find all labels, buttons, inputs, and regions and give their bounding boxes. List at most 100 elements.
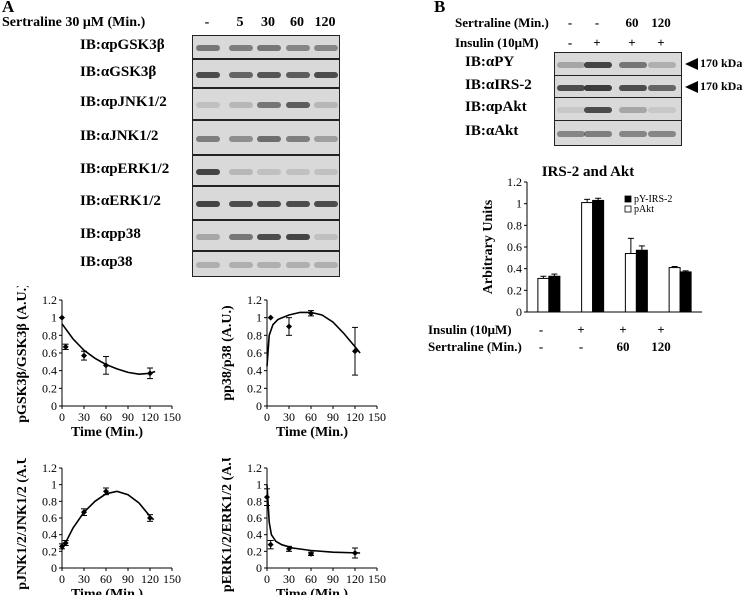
y-tick-label: 0.8 — [42, 328, 57, 342]
x-tick-label: 90 — [327, 410, 339, 424]
band — [648, 131, 676, 137]
footer-sertraline-lane-1: - — [578, 339, 584, 354]
band — [196, 262, 220, 268]
band — [286, 262, 310, 268]
band — [314, 102, 338, 108]
b-sertraline-lane-3: 120 — [651, 15, 671, 30]
band — [229, 233, 253, 240]
x-tick-label: 150 — [163, 572, 181, 586]
data-point — [264, 494, 270, 501]
y-tick-label: 0 — [516, 305, 522, 319]
band — [314, 71, 338, 78]
band — [286, 168, 310, 175]
band — [286, 45, 310, 51]
y-tick-label: 1.2 — [247, 461, 262, 475]
b-blot-image-1 — [554, 75, 682, 98]
chart-title: IRS-2 and Akt — [542, 164, 635, 180]
data-point — [308, 550, 314, 557]
chart-irs2-akt: IRS-2 and Akt 0 0.2 0.4 0.6 0.8 1 1.2 Arbitrary … — [481, 164, 702, 319]
b-insulin-lane-2: + — [628, 35, 636, 50]
lane-header-1: 5 — [236, 15, 244, 30]
band — [619, 107, 647, 113]
blot-image-0 — [192, 35, 340, 59]
band — [286, 201, 310, 207]
y-tick-label: 1 — [516, 197, 522, 211]
y-tick-label: 1 — [51, 478, 57, 492]
b-blot-image-0 — [554, 52, 682, 76]
x-tick-label: 120 — [346, 410, 364, 424]
lane-header-0: - — [204, 15, 210, 30]
b-sertraline-lane-2: 60 — [625, 15, 639, 30]
data-point — [267, 541, 274, 548]
footer-insulin-lane-1: + — [577, 322, 585, 337]
y-tick-label: 0.4 — [247, 528, 262, 542]
y-tick-label: 0.8 — [247, 494, 262, 508]
y-tick-label: 0.4 — [42, 364, 57, 378]
blot-label-7: IB:αp38 — [80, 254, 133, 270]
arrow-marker-icon — [685, 80, 698, 93]
footer-insulin-lane-0: - — [538, 322, 544, 337]
band — [229, 135, 253, 142]
band — [314, 201, 338, 207]
footer-sertraline-lane-2: 60 — [616, 339, 630, 354]
y-tick-label: 0.2 — [42, 544, 57, 558]
y-axis-title: pGSK3β/GSK3β (A.U.) — [15, 286, 30, 423]
band — [286, 135, 310, 142]
b-insulin-lane-0: - — [567, 35, 573, 50]
chart-pgsk3b: 0 0.2 0.4 0.6 0.8 1 1.2 0 30 60 90 120 150 Time (Min.… — [15, 286, 181, 440]
x-tick-label: 60 — [100, 410, 112, 424]
x-tick-label: 150 — [368, 572, 386, 586]
band — [196, 201, 220, 207]
y-tick-label: 0.6 — [42, 346, 57, 360]
y-tick-label: 0.6 — [247, 346, 262, 360]
y-tick-label: 0.2 — [247, 381, 262, 395]
band — [229, 102, 253, 108]
x-tick-label: 30 — [78, 572, 90, 586]
y-tick-label: 1.2 — [507, 175, 522, 189]
y-tick-label: 0 — [256, 399, 262, 413]
y-tick-label: 0 — [51, 561, 57, 575]
y-tick-label: 0.6 — [507, 240, 522, 254]
data-point — [59, 314, 65, 321]
band — [257, 45, 281, 51]
blot-label-1: IB:αGSK3β — [80, 63, 157, 80]
band — [257, 168, 281, 175]
band — [257, 201, 281, 207]
footer-insulin-label: Insulin (10μM) — [428, 322, 512, 337]
x-axis-title: Time (Min.) — [71, 587, 143, 595]
y-tick-label: 0.6 — [247, 511, 262, 525]
band — [557, 84, 585, 91]
y-tick-label: 0.8 — [247, 328, 262, 342]
x-axis-title: Time (Min.) — [276, 425, 348, 440]
fit-curve — [61, 490, 155, 551]
y-tick-label: 0.8 — [507, 218, 522, 232]
band — [557, 131, 585, 137]
data-point — [352, 348, 358, 355]
x-axis-title: Time (Min.) — [276, 587, 348, 595]
y-tick-label: 0 — [51, 399, 57, 413]
kda-marker-1: 170 kDa — [700, 78, 743, 93]
band — [584, 62, 612, 68]
arrow-marker-icon — [685, 58, 698, 70]
kda-marker-0: 170 kDa — [700, 56, 743, 70]
data-point — [286, 545, 292, 552]
lane-header-3: 60 — [290, 15, 304, 30]
band — [314, 262, 338, 268]
x-tick-label: 90 — [122, 572, 134, 586]
band — [196, 233, 220, 240]
panel-a-letter: A — [2, 0, 15, 16]
band — [257, 262, 281, 268]
data-point — [147, 515, 153, 521]
x-tick-label: 60 — [305, 410, 317, 424]
band — [286, 102, 310, 108]
data-point — [81, 352, 87, 359]
panel-b-sertraline-label: Sertraline (Min.) — [455, 15, 549, 30]
lane-header-2: 30 — [261, 15, 275, 30]
band — [584, 107, 612, 113]
x-tick-label: 30 — [283, 410, 295, 424]
band — [196, 45, 220, 51]
b-blot-image-2 — [554, 97, 682, 121]
bar — [592, 199, 605, 313]
x-tick-label: 120 — [346, 572, 364, 586]
